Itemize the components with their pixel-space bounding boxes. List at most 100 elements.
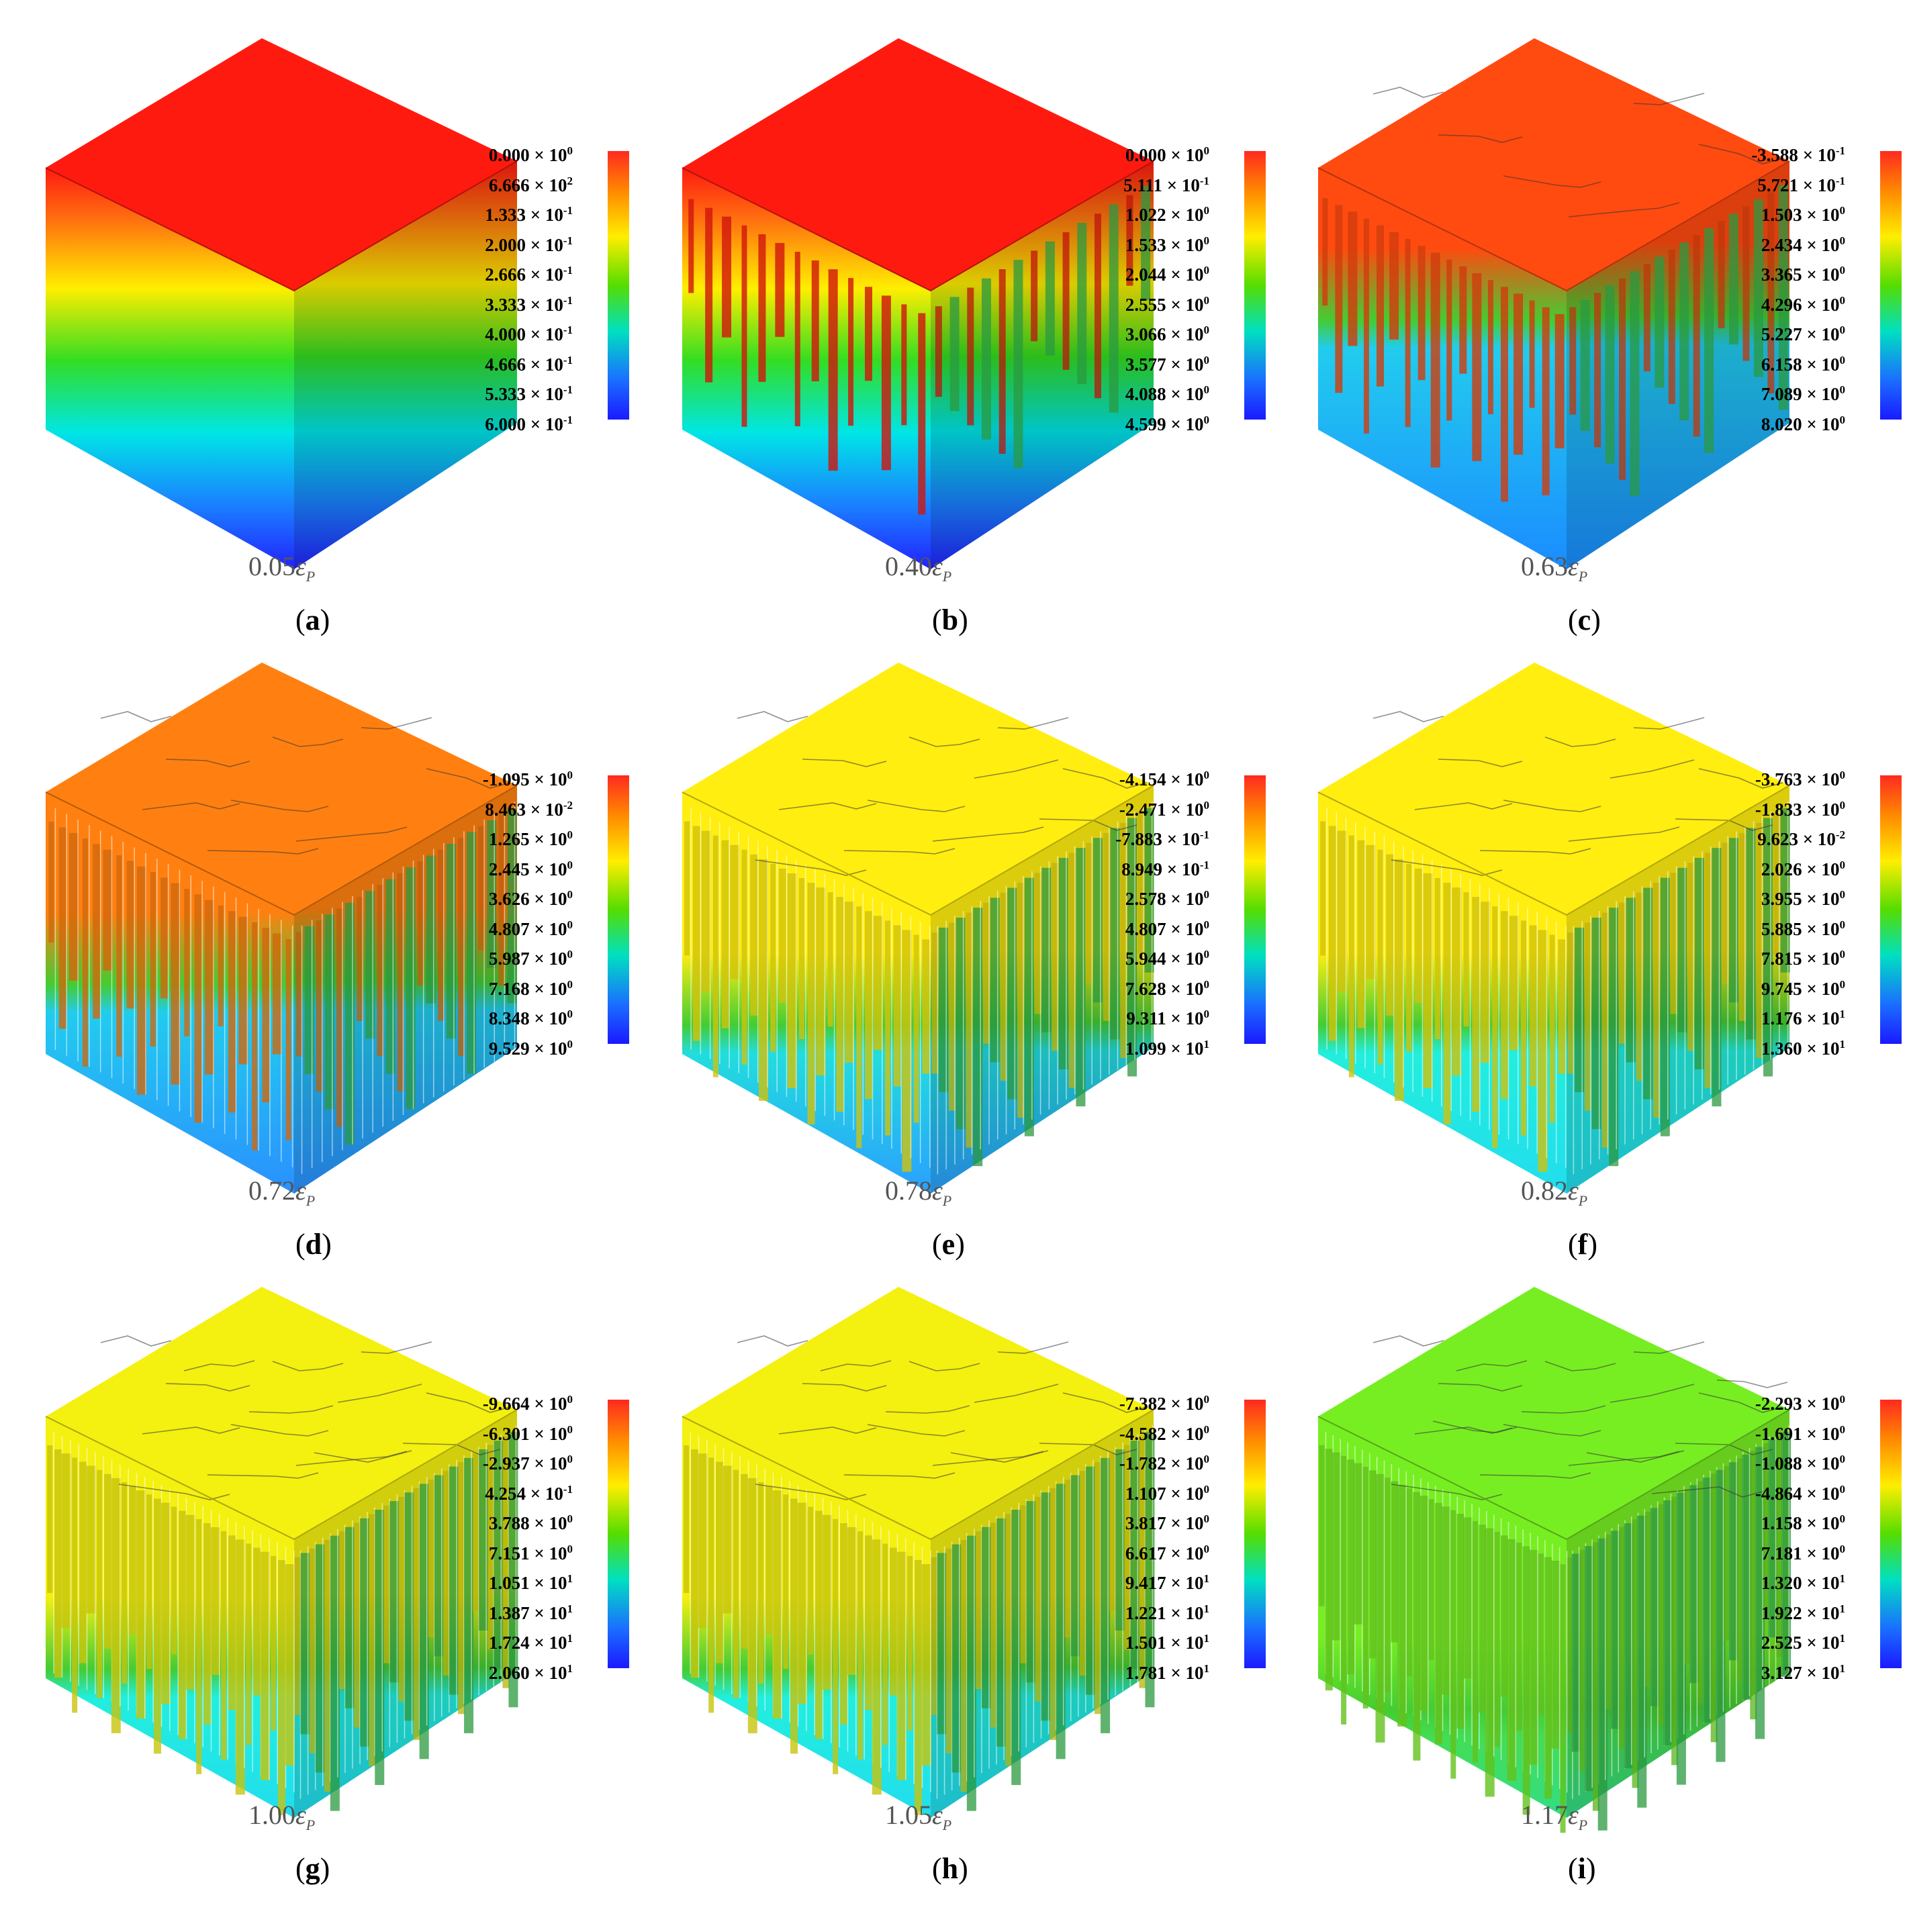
tick-exponent: 0	[1839, 1512, 1846, 1525]
colorbar-tick-label: 5.721 × 10-1	[1757, 174, 1845, 195]
surface-crack	[737, 711, 808, 722]
tick-mantissa: 1.051	[488, 1573, 530, 1593]
cube-top-face	[1318, 38, 1789, 291]
colorbar-tick-label: 3.817 × 100	[1125, 1512, 1209, 1533]
colorbar-tick-label: 3.066 × 100	[1125, 324, 1209, 344]
tick-mantissa: 2.044	[1125, 264, 1166, 285]
surface-crack	[426, 1392, 511, 1413]
colorbar-tick-label: 1.333 × 10-1	[485, 204, 573, 225]
colorbar-tick-label: 9.623 × 10-2	[1757, 828, 1845, 849]
surface-crack	[802, 759, 887, 767]
surface-crack	[1544, 736, 1616, 747]
epsilon-symbol: ε	[295, 1175, 306, 1206]
tick-mantissa: 1.333	[485, 205, 526, 225]
right-face-shade	[294, 161, 517, 569]
panel-letter: f	[1577, 1228, 1588, 1261]
tick-exponent: 0	[567, 1393, 573, 1406]
colorbar-tick-label: -7.883 × 10-1	[1115, 828, 1209, 849]
colorbar-tick-label: 1.051 × 101	[488, 1572, 573, 1593]
cube-render	[682, 38, 1154, 569]
surface-crack	[295, 826, 408, 842]
tick-exponent: 1	[1839, 1632, 1846, 1645]
tick-exponent: 0	[1203, 918, 1210, 931]
tick-mantissa: -1.833	[1755, 799, 1802, 820]
panel-c: -3.588 × 10-1 5.721 × 10-1 1.503 × 100 2.43…	[1272, 0, 1909, 636]
surface-crack	[1372, 87, 1444, 98]
tick-mantissa: 8.348	[488, 1008, 530, 1028]
epsilon-subscript: P	[306, 1817, 316, 1833]
surface-crack	[1586, 1450, 1685, 1463]
surface-crack	[1438, 1383, 1523, 1392]
tick-mantissa: 3.127	[1761, 1662, 1802, 1683]
colorbar-tick-label: 9.745 × 100	[1761, 977, 1845, 999]
colorbar-tick-label: 7.151 × 100	[488, 1542, 573, 1563]
colorbar-tick-label: 7.628 × 100	[1125, 977, 1209, 999]
tick-mantissa: 2.445	[488, 859, 530, 879]
cube-render	[1317, 38, 1790, 569]
tick-mantissa: 3.817	[1125, 1513, 1166, 1533]
panel-f: -3.763 × 100 -1.833 × 100 9.623 × 10-2 2.02…	[1272, 624, 1909, 1261]
panel-tag: (b)	[932, 603, 968, 636]
tick-exponent: 0	[1203, 1393, 1210, 1406]
tick-mantissa: 1.501	[1125, 1633, 1166, 1653]
colorbar-tick-label: 3.127 × 101	[1761, 1661, 1845, 1683]
tick-mantissa: 5.721	[1757, 175, 1798, 195]
surface-crack	[1698, 144, 1783, 164]
tick-mantissa: -6.301	[482, 1423, 530, 1444]
tick-exponent: 0	[1839, 948, 1846, 961]
panel-tag: (i)	[1568, 1852, 1596, 1885]
surface-crack	[142, 802, 240, 810]
tick-mantissa: -2.937	[482, 1453, 530, 1474]
tick-exponent: 0	[1203, 769, 1210, 781]
surface-crack	[230, 1424, 329, 1437]
surface-crack	[1438, 134, 1523, 143]
surface-crack	[932, 1451, 1044, 1466]
tick-mantissa: -4.864	[1755, 1483, 1802, 1504]
tick-mantissa: 1.320	[1761, 1573, 1802, 1593]
tick-mantissa: 9.623	[1757, 829, 1798, 849]
colorbar-tick-label: -4.154 × 100	[1119, 769, 1210, 789]
tick-exponent: 0	[567, 144, 573, 157]
colorbar-tick-label: 8.348 × 100	[488, 1008, 573, 1028]
colorbar-tick-label: -1.088 × 100	[1755, 1453, 1845, 1474]
tick-mantissa: 0.000	[488, 145, 530, 165]
tick-mantissa: 4.000	[485, 324, 526, 344]
surface-crack	[1610, 759, 1695, 779]
tick-exponent: 2	[567, 174, 573, 187]
surface-crack	[1372, 1335, 1444, 1347]
tick-exponent: 0	[1203, 383, 1210, 396]
surface-crack	[165, 759, 250, 767]
tick-exponent: 1	[567, 1632, 573, 1645]
tick-exponent: 0	[1839, 1542, 1846, 1555]
strain-label: 0.82εP	[1521, 1175, 1587, 1210]
tick-mantissa: 9.417	[1125, 1573, 1166, 1593]
surface-crack	[1503, 800, 1601, 812]
panel-letter: h	[941, 1852, 959, 1885]
tick-exponent: -1	[1835, 174, 1845, 187]
tick-exponent: 0	[1203, 353, 1210, 367]
tick-exponent: 0	[1839, 383, 1846, 396]
surface-crack	[1391, 1484, 1503, 1500]
tick-exponent: 0	[1203, 293, 1210, 307]
surface-crack	[1675, 818, 1773, 831]
tick-mantissa: 1.781	[1125, 1662, 1166, 1683]
tick-mantissa: 3.066	[1125, 324, 1166, 344]
panel-tag: (h)	[932, 1852, 968, 1885]
tick-mantissa: -1.088	[1755, 1453, 1802, 1474]
cube-render	[45, 1287, 518, 1818]
colorbar-tick-label: -7.382 × 100	[1119, 1393, 1210, 1414]
tick-mantissa: 2.060	[488, 1662, 530, 1683]
tick-mantissa: -3.588	[1751, 145, 1798, 165]
surface-crack	[1479, 848, 1591, 855]
tick-exponent: 0	[1839, 204, 1846, 217]
tick-mantissa: 2.434	[1761, 234, 1802, 255]
surface-crack	[272, 1361, 344, 1371]
colorbar-tick-label: 5.333 × 10-1	[485, 383, 573, 404]
colorbar-tick-label: 2.000 × 10-1	[485, 234, 573, 255]
colorbar-tick-label: 4.807 × 100	[1125, 918, 1210, 939]
panel-tag: (d)	[295, 1228, 332, 1261]
panel-letter: b	[941, 603, 959, 636]
cube-edge	[45, 1409, 518, 1541]
colorbar-tick-label: -9.664 × 100	[482, 1393, 573, 1414]
